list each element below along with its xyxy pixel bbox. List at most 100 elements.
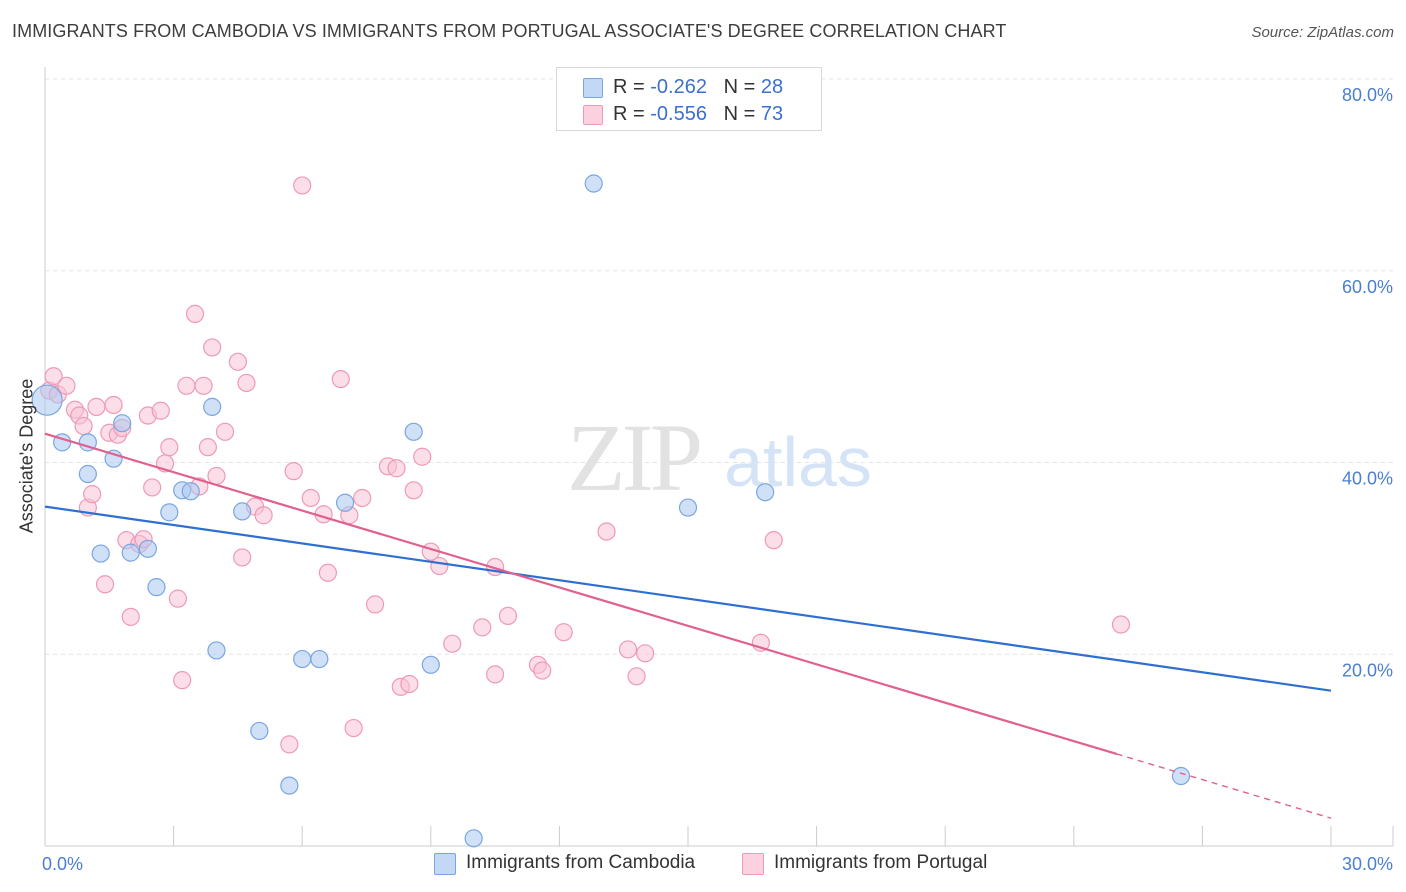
data-point-cambodia — [160, 503, 179, 522]
data-point-portugal — [473, 618, 492, 637]
legend-r-value-cambodia: -0.262 — [650, 76, 707, 98]
data-point-portugal — [318, 563, 338, 582]
data-point-portugal — [237, 373, 256, 393]
data-point-cambodia — [121, 543, 140, 562]
y-axis-label: Associate's Degree — [16, 378, 37, 534]
data-point-portugal — [151, 401, 170, 420]
trend-lines — [44, 432, 1332, 819]
data-point-portugal — [293, 176, 312, 195]
data-point-portugal — [194, 376, 213, 395]
data-point-cambodia — [113, 414, 132, 433]
y-tick-label: 20.0% — [1342, 660, 1393, 680]
data-point-portugal — [1111, 615, 1131, 634]
data-point-portugal — [365, 595, 385, 614]
data-point-cambodia — [181, 482, 200, 501]
data-point-portugal — [443, 634, 462, 653]
data-point-portugal — [121, 607, 140, 626]
data-point-portugal — [498, 606, 518, 626]
data-point-cambodia — [421, 655, 440, 674]
data-point-portugal — [636, 644, 655, 663]
data-point-portugal — [228, 352, 247, 371]
data-point-portugal — [413, 447, 432, 466]
data-point-cambodia — [31, 384, 63, 416]
data-point-cambodia — [78, 433, 97, 452]
data-point-portugal — [254, 506, 273, 525]
data-point-portugal — [143, 478, 162, 497]
tick-labels: 20.0% 40.0% 60.0% 80.0% 0.0% 30.0% — [42, 85, 1393, 874]
data-point-portugal — [331, 369, 350, 389]
data-point-cambodia — [78, 464, 97, 484]
data-point-portugal — [554, 623, 573, 642]
data-point-cambodia — [203, 397, 222, 416]
data-point-portugal — [618, 640, 638, 659]
legend-swatch-portugal — [742, 853, 764, 875]
legend-r-value-portugal: -0.556 — [650, 103, 707, 125]
chart-source: Source: ZipAtlas.com — [1251, 24, 1394, 41]
data-point-portugal — [486, 665, 505, 684]
data-point-cambodia — [678, 498, 698, 517]
data-point-portugal — [627, 667, 646, 686]
chart-title: IMMIGRANTS FROM CAMBODIA VS IMMIGRANTS F… — [12, 21, 1007, 41]
data-point-portugal — [185, 304, 205, 323]
data-point-cambodia — [147, 578, 166, 597]
data-point-portugal — [533, 661, 552, 680]
data-point-portugal — [353, 488, 372, 508]
trend-line-cambodia — [44, 505, 1332, 692]
y-tick-label: 60.0% — [1342, 277, 1393, 297]
legend-label-portugal: Immigrants from Portugal — [774, 852, 988, 873]
data-point-portugal — [404, 481, 423, 500]
trend-line-portugal — [44, 432, 1117, 756]
watermark-zip: ZIP — [567, 404, 700, 511]
data-point-portugal — [430, 556, 449, 576]
data-point-portugal — [168, 589, 187, 608]
data-point-cambodia — [138, 539, 157, 558]
data-point-portugal — [57, 376, 76, 395]
data-point-cambodia — [464, 829, 483, 848]
legend-swatch-cambodia — [434, 853, 456, 875]
grid-lines — [45, 78, 1393, 655]
data-point-portugal — [173, 671, 192, 690]
y-tick-label: 40.0% — [1342, 469, 1393, 489]
data-point-cambodia — [756, 483, 775, 502]
data-point-portugal — [95, 575, 115, 594]
data-point-portugal — [280, 735, 299, 754]
watermark: ZIP atlas — [567, 404, 872, 511]
data-point-portugal — [104, 395, 123, 415]
legend-label-cambodia: Immigrants from Cambodia — [466, 852, 696, 873]
data-point-cambodia — [584, 174, 603, 193]
data-point-portugal — [387, 459, 406, 478]
data-point-portugal — [400, 674, 419, 694]
x-tick-label: 30.0% — [1342, 854, 1393, 874]
data-point-cambodia — [250, 721, 269, 741]
data-point-portugal — [764, 531, 783, 550]
trend-line-portugal-extrapolated — [1116, 753, 1332, 819]
data-point-portugal — [198, 438, 217, 457]
data-point-portugal — [44, 367, 63, 386]
data-point-cambodia — [1171, 766, 1191, 786]
data-point-cambodia — [233, 502, 252, 521]
legend-n-label: N = — [723, 76, 761, 98]
data-point-portugal — [215, 422, 235, 441]
watermark-atlas: atlas — [724, 423, 872, 501]
legend-n-value-cambodia: 28 — [760, 76, 784, 98]
axes — [44, 67, 1394, 847]
data-point-cambodia — [310, 649, 329, 669]
legend-swatch-portugal — [583, 105, 603, 125]
data-point-portugal — [87, 397, 106, 416]
data-point-portugal — [203, 338, 222, 357]
data-point-portugal — [83, 485, 102, 504]
legend-swatch-cambodia — [583, 78, 603, 98]
series-cambodia-points — [31, 174, 1191, 848]
y-tick-label: 80.0% — [1342, 85, 1393, 105]
data-point-portugal — [301, 488, 320, 508]
data-point-cambodia — [293, 649, 312, 669]
data-point-cambodia — [91, 544, 110, 563]
correlation-legend: R = -0.262 N = 28 R = -0.556 N = 73 — [556, 67, 822, 131]
legend-n-value-portugal: 73 — [760, 103, 784, 125]
data-point-portugal — [74, 416, 93, 436]
x-tick-label: 0.0% — [42, 854, 83, 874]
data-point-portugal — [597, 522, 616, 541]
data-point-cambodia — [207, 641, 226, 660]
data-point-cambodia — [404, 422, 423, 441]
